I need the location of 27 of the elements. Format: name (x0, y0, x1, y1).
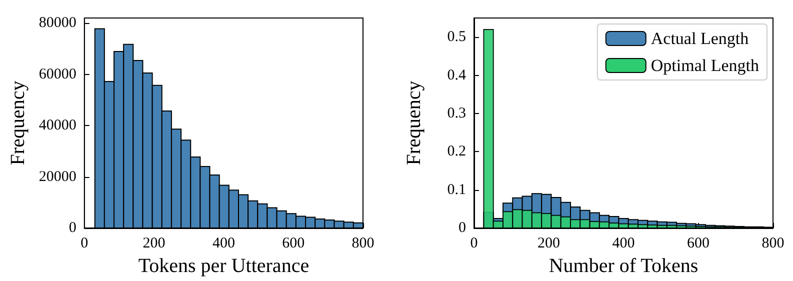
x-axis-title: Tokens per Utterance (138, 254, 310, 277)
x-tick-label: 800 (762, 236, 784, 252)
y-tick-label: 0.4 (447, 67, 466, 84)
x-tick-label: 600 (687, 236, 710, 252)
y-tick-label: 20000 (38, 168, 76, 185)
y-tick-label: 0.1 (447, 182, 466, 198)
y-tick-label: 60000 (38, 66, 76, 82)
x-tick-label: 0 (470, 236, 478, 252)
y-tick-label: 0.2 (447, 144, 466, 160)
y-tick-label: 80000 (38, 15, 76, 32)
x-tick-label: 200 (538, 236, 560, 252)
legend-label: Actual Length (650, 29, 750, 48)
x-tick-label: 200 (142, 236, 166, 252)
legend-label: Optimal Length (650, 56, 760, 75)
x-axis-title: Number of Tokens (548, 254, 698, 277)
y-tick-label: 0 (68, 220, 76, 236)
y-axis-title: Frequency (403, 80, 425, 166)
x-tick-label: 400 (212, 236, 235, 252)
x-tick-label: 800 (352, 236, 374, 252)
y-tick-label: 0.3 (447, 105, 466, 122)
y-tick-label: 0 (458, 220, 466, 236)
x-tick-label: 0 (80, 236, 88, 252)
y-tick-label: 40000 (38, 118, 76, 134)
y-axis-title: Frequency (7, 80, 29, 166)
x-tick-label: 600 (282, 236, 305, 252)
x-tick-label: 400 (612, 236, 635, 252)
y-tick-label: 0.5 (447, 29, 466, 46)
